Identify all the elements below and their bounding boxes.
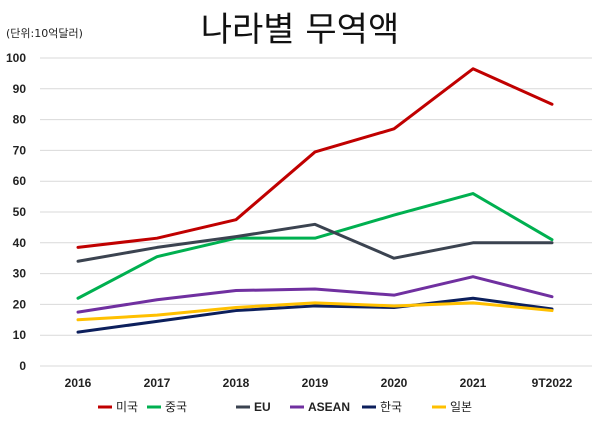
y-tick-label: 100 [6, 51, 26, 65]
y-tick-label: 30 [13, 267, 27, 281]
unit-label: (단위:10억달러) [6, 27, 83, 40]
y-tick-label: 20 [13, 297, 27, 311]
legend-label: 일본 [450, 400, 472, 414]
y-tick-label: 90 [13, 82, 27, 96]
chart-title: 나라별 무역액 [201, 10, 400, 50]
series-line-4 [76, 296, 554, 334]
y-tick-label: 10 [13, 328, 27, 342]
series-line-5 [76, 301, 554, 322]
x-tick-label: 2019 [302, 376, 329, 390]
series-lines [76, 67, 554, 334]
legend-label: 미국 [116, 400, 138, 414]
y-tick-label: 50 [13, 205, 27, 219]
y-tick-label: 70 [13, 143, 27, 157]
y-axis: 0 10 20 30 40 50 60 70 80 90 100 [6, 51, 26, 373]
series-line-3 [76, 275, 554, 314]
legend-label: 중국 [165, 400, 187, 414]
series-line-0 [76, 67, 554, 249]
x-tick-label: 2021 [460, 376, 487, 390]
legend-label: EU [254, 400, 271, 414]
x-tick-label: 2018 [223, 376, 250, 390]
y-tick-label: 60 [13, 174, 27, 188]
x-tick-label: 2016 [65, 376, 92, 390]
legend-label: ASEAN [308, 400, 350, 414]
y-tick-label: 80 [13, 113, 27, 127]
x-axis: 2016 2017 2018 2019 2020 2021 9T2022 [65, 376, 573, 390]
legend: 미국 중국 EU ASEAN 한국 일본 [98, 400, 472, 414]
x-tick-label: 9T2022 [532, 376, 573, 390]
x-tick-label: 2017 [144, 376, 171, 390]
series-line-1 [76, 192, 554, 300]
x-tick-label: 2020 [381, 376, 408, 390]
gridlines [40, 57, 592, 367]
series-line-2 [76, 222, 554, 263]
legend-label: 한국 [380, 400, 402, 414]
y-tick-label: 0 [19, 359, 26, 373]
y-tick-label: 40 [13, 236, 27, 250]
